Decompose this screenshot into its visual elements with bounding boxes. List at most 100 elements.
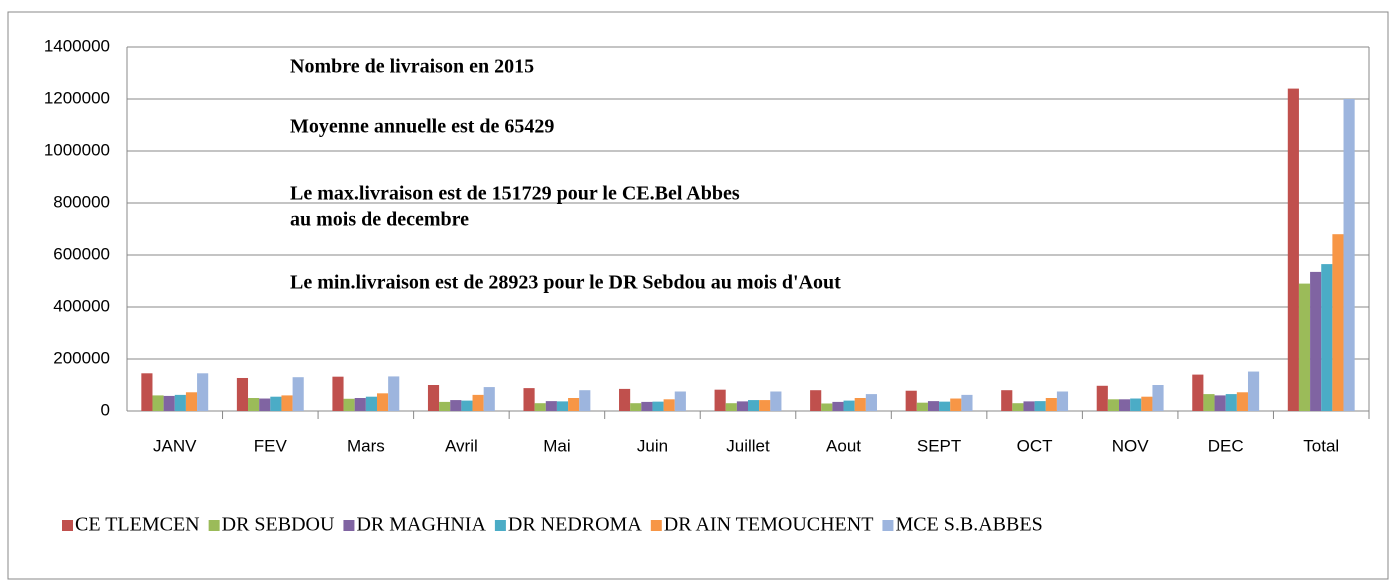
bar xyxy=(281,395,293,411)
bar xyxy=(292,377,304,411)
bar xyxy=(810,390,822,411)
y-tick-label: 0 xyxy=(101,400,110,419)
annotation: Nombre de livraison en 2015 xyxy=(290,56,534,78)
x-tick-label: Mars xyxy=(347,436,385,455)
bar xyxy=(1298,283,1311,411)
bar xyxy=(832,401,844,411)
bar xyxy=(1012,403,1024,411)
bar xyxy=(472,394,484,411)
bar xyxy=(674,391,686,411)
bar xyxy=(523,388,535,411)
bar xyxy=(1321,264,1333,411)
bar xyxy=(1023,401,1035,411)
x-tick-label: Mai xyxy=(543,436,570,455)
bar xyxy=(950,398,962,411)
bar xyxy=(332,376,344,411)
x-tick-label: OCT xyxy=(1017,436,1053,455)
bar xyxy=(652,401,664,411)
bar xyxy=(905,390,917,411)
legend-label: DR AIN TEMOUCHENT xyxy=(664,514,874,536)
bar xyxy=(1203,394,1215,411)
x-tick-label: Juillet xyxy=(726,436,770,455)
bar xyxy=(854,398,866,411)
bar xyxy=(961,394,973,411)
bar xyxy=(427,385,440,411)
bar xyxy=(939,401,951,411)
bar xyxy=(714,389,726,411)
annotation: au mois de decembre xyxy=(290,209,469,231)
bar xyxy=(736,401,748,411)
bar xyxy=(1192,374,1204,411)
bar xyxy=(1225,394,1237,411)
bar xyxy=(1056,391,1069,411)
bar xyxy=(376,393,389,411)
y-tick-label: 600000 xyxy=(53,244,110,263)
annotation: Le max.livraison est de 151729 pour le C… xyxy=(290,183,740,205)
bar xyxy=(865,394,877,411)
bar xyxy=(725,403,737,411)
bar xyxy=(1310,271,1322,411)
bar xyxy=(1332,234,1344,411)
y-tick-label: 400000 xyxy=(53,296,110,315)
bar xyxy=(641,401,653,411)
bar xyxy=(270,396,282,411)
bar xyxy=(630,403,642,411)
bar xyxy=(821,403,833,411)
bar xyxy=(259,398,271,411)
y-tick-label: 1000000 xyxy=(44,140,110,159)
bar xyxy=(365,396,377,411)
legend-label: DR SEBDOU xyxy=(222,514,335,536)
legend-label: DR NEDROMA xyxy=(508,514,642,536)
x-tick-label: Avril xyxy=(445,436,478,455)
bar xyxy=(1119,399,1131,411)
bar xyxy=(388,376,400,411)
bar xyxy=(450,400,462,411)
bar xyxy=(248,398,260,411)
bar xyxy=(236,377,249,411)
bar xyxy=(556,401,569,411)
bar xyxy=(1141,396,1153,411)
bar xyxy=(770,391,782,411)
bar xyxy=(568,398,580,411)
bar xyxy=(579,390,591,411)
annotation: Le min.livraison est de 28923 pour le DR… xyxy=(290,272,841,294)
y-tick-label: 200000 xyxy=(53,348,110,367)
x-tick-label: NOV xyxy=(1112,436,1150,455)
chart-border xyxy=(7,11,1389,580)
bar xyxy=(1236,392,1248,411)
legend-marker xyxy=(208,520,220,531)
bar xyxy=(1107,399,1120,411)
legend-marker xyxy=(882,520,894,531)
bar xyxy=(343,398,355,411)
legend-marker xyxy=(650,520,662,531)
bar xyxy=(759,400,771,411)
bar xyxy=(1001,390,1013,411)
x-tick-label: SEPT xyxy=(917,436,961,455)
bar xyxy=(927,401,940,411)
legend-label: CE TLEMCEN xyxy=(75,514,200,536)
bar xyxy=(141,373,153,411)
bar xyxy=(534,403,546,411)
bar xyxy=(174,394,186,411)
x-tick-label: Aout xyxy=(826,436,861,455)
bar xyxy=(185,392,198,411)
legend-label: MCE S.B.ABBES xyxy=(895,514,1042,536)
bar xyxy=(152,395,164,411)
bar xyxy=(1045,398,1057,411)
bar xyxy=(1130,398,1142,411)
bar xyxy=(545,401,557,411)
x-tick-label: Total xyxy=(1303,436,1339,455)
legend-marker xyxy=(343,520,355,531)
x-tick-label: JANV xyxy=(153,436,197,455)
bar xyxy=(1034,401,1046,411)
bar xyxy=(439,401,451,411)
bar xyxy=(619,388,631,411)
bar xyxy=(461,400,473,411)
y-tick-label: 800000 xyxy=(53,192,110,211)
bar xyxy=(1287,88,1299,411)
bar xyxy=(1247,371,1260,411)
x-tick-label: DEC xyxy=(1208,436,1244,455)
y-tick-label: 1200000 xyxy=(44,88,110,107)
bar xyxy=(1214,395,1226,411)
